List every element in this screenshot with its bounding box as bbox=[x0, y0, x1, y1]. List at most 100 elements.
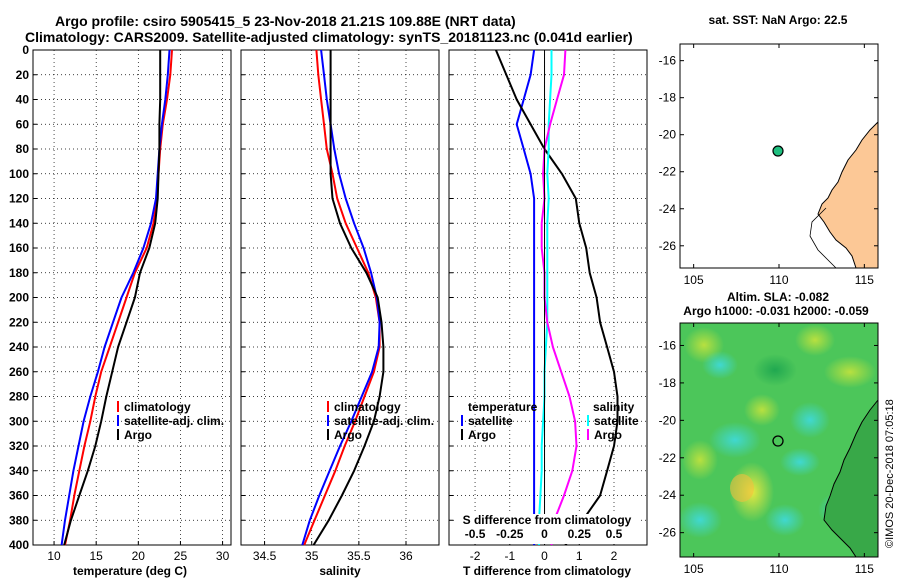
legend-s-satellite: satellite-adj. clim. bbox=[334, 414, 434, 428]
map-lat-label: -20 bbox=[659, 413, 677, 427]
series-argo bbox=[312, 50, 385, 546]
salinity-legend: climatology satellite-adj. clim. Argo bbox=[327, 400, 434, 442]
s-axis-backdrop bbox=[455, 514, 641, 544]
legend-salinity-title: salinity bbox=[593, 400, 635, 414]
sst-map-isobath bbox=[809, 207, 837, 269]
map-lat-label: -24 bbox=[659, 202, 677, 216]
y-tick-label: 220 bbox=[9, 315, 29, 329]
sla-map-title2: Argo h1000: -0.031 h2000: -0.059 bbox=[683, 304, 869, 318]
x-tick-label: 30 bbox=[216, 549, 230, 563]
map-lat-label: -18 bbox=[659, 91, 677, 105]
y-tick-label: 60 bbox=[16, 117, 30, 131]
map-lat-label: -16 bbox=[659, 338, 677, 352]
sla-map-title1: Altim. SLA: -0.082 bbox=[727, 290, 829, 304]
y-tick-label: 100 bbox=[9, 167, 29, 181]
x-tick-label: 1 bbox=[576, 549, 583, 563]
y-tick-label: 260 bbox=[9, 365, 29, 379]
y-tick-label: 0 bbox=[22, 43, 29, 57]
map-lon-label: 105 bbox=[684, 273, 704, 287]
map-lat-label: -26 bbox=[659, 239, 677, 253]
map-lon-label: 115 bbox=[855, 562, 874, 576]
legend-s-argo: Argo bbox=[334, 428, 362, 442]
y-tick-label: 180 bbox=[9, 266, 29, 280]
map-lat-label: -26 bbox=[659, 526, 677, 540]
sla-map: Altim. SLA: -0.082 Argo h1000: -0.031 h2… bbox=[659, 290, 879, 576]
x-tick-label: -1 bbox=[504, 549, 515, 563]
temperature-xlabel: temperature (deg C) bbox=[73, 564, 187, 578]
y-tick-label: 320 bbox=[9, 439, 29, 453]
map-lat-label: -20 bbox=[659, 128, 677, 142]
legend-s-climatology: climatology bbox=[334, 400, 401, 414]
map-lat-label: -24 bbox=[659, 488, 677, 502]
legend-t-argo: Argo bbox=[468, 428, 496, 442]
sst-argo-marker bbox=[772, 145, 784, 157]
series-t-satellite bbox=[515, 49, 536, 545]
sla-map-land bbox=[823, 399, 878, 557]
legend-t-satellite: satellite bbox=[468, 414, 513, 428]
y-tick-label: 340 bbox=[9, 464, 29, 478]
temperature-legend: climatology satellite-adj. clim. Argo bbox=[117, 400, 224, 442]
y-tick-label: 40 bbox=[16, 93, 30, 107]
legend-s-argo: Argo bbox=[594, 428, 622, 442]
map-lat-label: -18 bbox=[659, 376, 677, 390]
y-tick-label: 160 bbox=[9, 241, 29, 255]
x-tick-label: -2 bbox=[470, 549, 481, 563]
sla-field bbox=[680, 323, 878, 557]
map-lat-label: -16 bbox=[659, 54, 677, 68]
x-tick-label: 34.5 bbox=[253, 549, 277, 563]
y-tick-label: 120 bbox=[9, 192, 29, 206]
x-tick-label: 25 bbox=[174, 549, 188, 563]
map-lon-label: 105 bbox=[684, 562, 704, 576]
legend-satellite: satellite-adj. clim. bbox=[124, 414, 224, 428]
map-lon-label: 110 bbox=[769, 273, 788, 287]
x-tick-label: 35 bbox=[305, 549, 319, 563]
sst-map: sat. SST: NaN Argo: 22.5 -16 -18 -20 -22 -24… bbox=[659, 13, 879, 287]
watermark: ©IMOS 20-Dec-2018 07:05:18 bbox=[884, 399, 896, 548]
temperature-panel: 10 15 20 25 30020406080100120140160180200220… bbox=[9, 43, 232, 578]
y-tick-label: 280 bbox=[9, 390, 29, 404]
s-tick-label: -0.5 bbox=[465, 527, 486, 541]
t-diff-xlabel: T difference from climatology bbox=[463, 564, 631, 578]
y-tick-label: 200 bbox=[9, 291, 29, 305]
s-tick-label: 0.25 bbox=[568, 527, 592, 541]
y-tick-label: 20 bbox=[16, 68, 30, 82]
map-lon-label: 115 bbox=[855, 273, 874, 287]
legend-climatology: climatology bbox=[124, 400, 191, 414]
legend-temperature-title: temperature bbox=[468, 400, 538, 414]
title-line1: Argo profile: csiro 5905415_5 23-Nov-201… bbox=[55, 13, 516, 29]
map-lat-label: -22 bbox=[659, 451, 677, 465]
sla-argo-marker bbox=[772, 435, 784, 447]
y-tick-label: 360 bbox=[9, 489, 29, 503]
difference-legend: temperature satellite Argo salinity sate… bbox=[461, 400, 639, 442]
s-tick-label: -0.25 bbox=[496, 527, 524, 541]
legend-argo: Argo bbox=[124, 428, 152, 442]
s-tick-label: 0.5 bbox=[606, 527, 623, 541]
series-t-argo bbox=[494, 49, 619, 546]
series-argo bbox=[63, 50, 162, 546]
sst-map-title: sat. SST: NaN Argo: 22.5 bbox=[709, 13, 848, 27]
series-satellite-adj-clim- bbox=[60, 49, 171, 546]
x-tick-label: 36 bbox=[399, 549, 413, 563]
y-tick-label: 140 bbox=[9, 216, 29, 230]
sst-map-land bbox=[817, 120, 879, 269]
map-lon-label: 110 bbox=[769, 562, 788, 576]
legend-s-sat: satellite bbox=[594, 414, 639, 428]
s-diff-label: S difference from climatology bbox=[463, 513, 632, 527]
s-tick-label: 0 bbox=[541, 527, 548, 541]
x-tick-label: 15 bbox=[90, 549, 104, 563]
map-lat-label: -22 bbox=[659, 165, 677, 179]
x-tick-label: 2 bbox=[611, 549, 618, 563]
x-tick-label: 20 bbox=[132, 549, 146, 563]
salinity-panel: 34.5 35 35.5 36 salinity climatology satell… bbox=[240, 49, 440, 578]
y-tick-label: 380 bbox=[9, 513, 29, 527]
x-tick-label: 0 bbox=[541, 549, 548, 563]
y-tick-label: 80 bbox=[16, 142, 30, 156]
y-tick-label: 300 bbox=[9, 414, 29, 428]
difference-panel: -2 -1 0 1 2 S difference from climatology -0… bbox=[448, 49, 648, 578]
y-tick-label: 400 bbox=[9, 538, 29, 552]
x-tick-label: 35.5 bbox=[347, 549, 371, 563]
y-tick-label: 240 bbox=[9, 340, 29, 354]
title-line2: Climatology: CARS2009. Satellite-adjuste… bbox=[25, 29, 633, 45]
salinity-xlabel: salinity bbox=[319, 564, 361, 578]
